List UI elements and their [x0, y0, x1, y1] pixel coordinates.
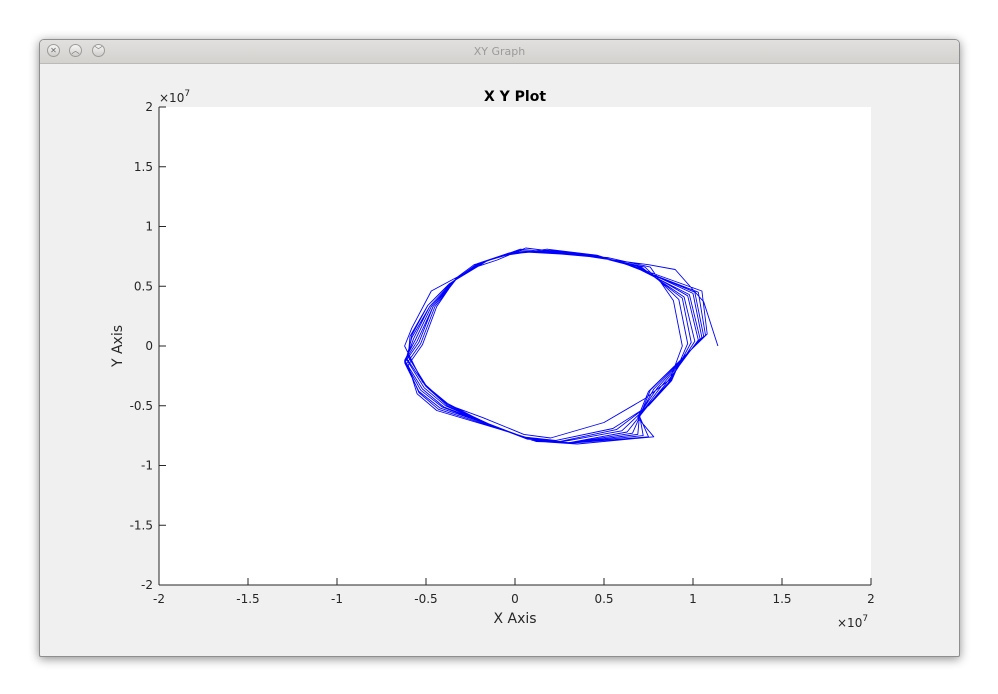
axes: -2 -1.5 -1 -0.5 0 0.5 1 1.5 2 -2 -1.5 -1 -0.5 0 0.5 1 1.… [130, 100, 875, 606]
close-icon[interactable]: ✕ [47, 44, 60, 57]
maximize-icon[interactable]: ﹀ [92, 44, 105, 57]
y-multiplier: ×107 [159, 89, 190, 105]
y-tick-label: -2 [141, 578, 153, 592]
x-tick-label: -0.5 [414, 592, 437, 606]
title-bar[interactable]: ✕ ︿ ﹀ XY Graph [40, 40, 959, 64]
y-multiplier-base: ×10 [159, 91, 184, 105]
y-tick-label: 0 [145, 339, 153, 353]
x-multiplier-base: ×10 [837, 616, 862, 630]
x-tick-label: -1 [331, 592, 343, 606]
y-tick-label: -1.5 [130, 518, 153, 532]
x-tick-label: -2 [153, 592, 165, 606]
chart-canvas: -2 -1.5 -1 -0.5 0 0.5 1 1.5 2 -2 -1.5 -1 -0.5 0 0.5 1 1.… [110, 89, 875, 630]
chart-title: X Y Plot [484, 89, 546, 105]
window-title: XY Graph [473, 45, 526, 58]
y-tick-label: 1 [145, 220, 153, 234]
x-tick-label: 1.5 [772, 592, 791, 606]
x-tick-label: -1.5 [236, 592, 259, 606]
series-line [404, 247, 719, 445]
data-layer [404, 247, 719, 445]
x-tick-label: 0.5 [594, 592, 613, 606]
graph-window: ✕ ︿ ﹀ XY Graph -2 -1.5 -1 -0.5 0 0.5 1 1.5 2 -2 -1… [39, 39, 960, 657]
y-tick-label: 0.5 [134, 279, 153, 293]
minimize-icon[interactable]: ︿ [69, 44, 82, 57]
x-tick-label: 2 [867, 592, 875, 606]
y-tick-label: -1 [141, 459, 153, 473]
x-multiplier: ×107 [837, 614, 868, 630]
x-axis-label: X Axis [493, 611, 536, 627]
x-tick-label: 0 [511, 592, 519, 606]
x-multiplier-exp: 7 [862, 614, 868, 624]
x-tick-label: 1 [689, 592, 697, 606]
y-multiplier-exp: 7 [184, 89, 190, 99]
y-tick-label: -0.5 [130, 399, 153, 413]
y-tick-label: 2 [145, 100, 153, 114]
y-tick-label: 1.5 [134, 160, 153, 174]
y-axis-label: Y Axis [110, 325, 126, 368]
plot-background [159, 107, 871, 585]
